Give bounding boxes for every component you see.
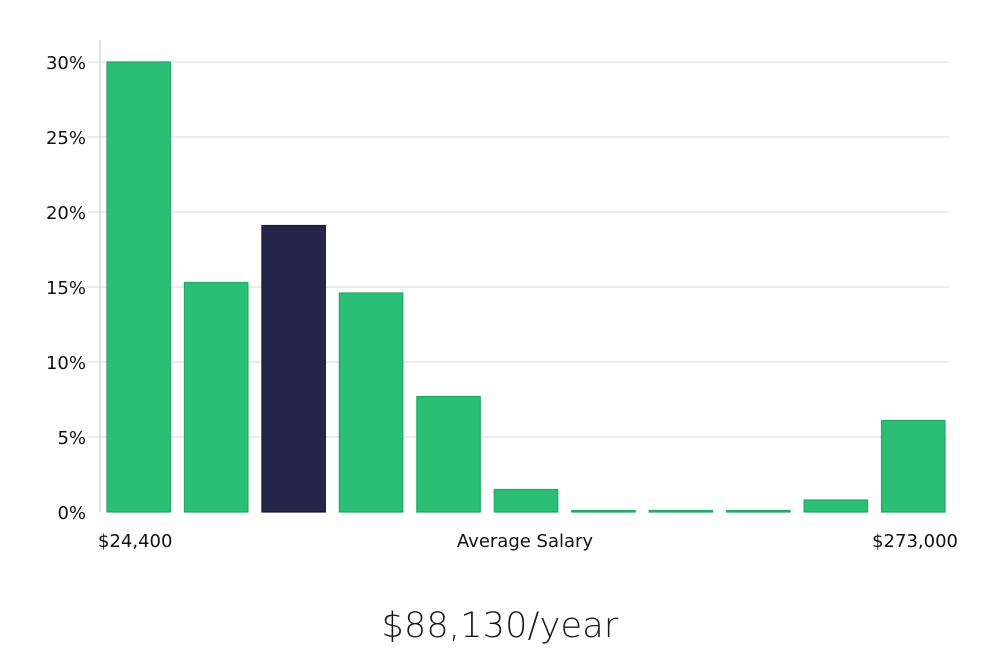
salary-histogram: 0% 5% 10% 15% 20% 25% 30% $24,400 Average Sala… — [46, 40, 958, 552]
bar — [183, 281, 249, 513]
bar — [493, 488, 559, 513]
y-tick-label: 30% — [46, 53, 86, 74]
y-tick-label: 20% — [46, 203, 86, 224]
bars — [106, 61, 946, 513]
x-axis-title: Average Salary — [457, 531, 594, 552]
y-tick-label: 10% — [46, 353, 86, 374]
x-max-label: $273,000 — [872, 531, 958, 552]
average-salary-value: $88,130/year — [381, 606, 619, 646]
histogram-svg: 0% 5% 10% 15% 20% 25% 30% $24,400 Average Sala… — [46, 40, 958, 552]
bar — [571, 509, 636, 513]
y-tick-label: 25% — [46, 128, 86, 149]
bar — [880, 419, 946, 513]
y-tick-label: 15% — [46, 278, 86, 299]
y-tick-label: 5% — [57, 428, 86, 449]
bar — [338, 292, 404, 513]
bar-highlighted — [261, 224, 326, 513]
bar — [803, 499, 869, 513]
bar — [416, 395, 481, 513]
bar — [648, 509, 714, 513]
y-axis-ticks: 0% 5% 10% 15% 20% 25% 30% — [46, 53, 86, 524]
bar — [106, 61, 172, 513]
x-min-label: $24,400 — [98, 531, 172, 552]
y-tick-label: 0% — [57, 503, 86, 524]
bar — [726, 509, 791, 513]
